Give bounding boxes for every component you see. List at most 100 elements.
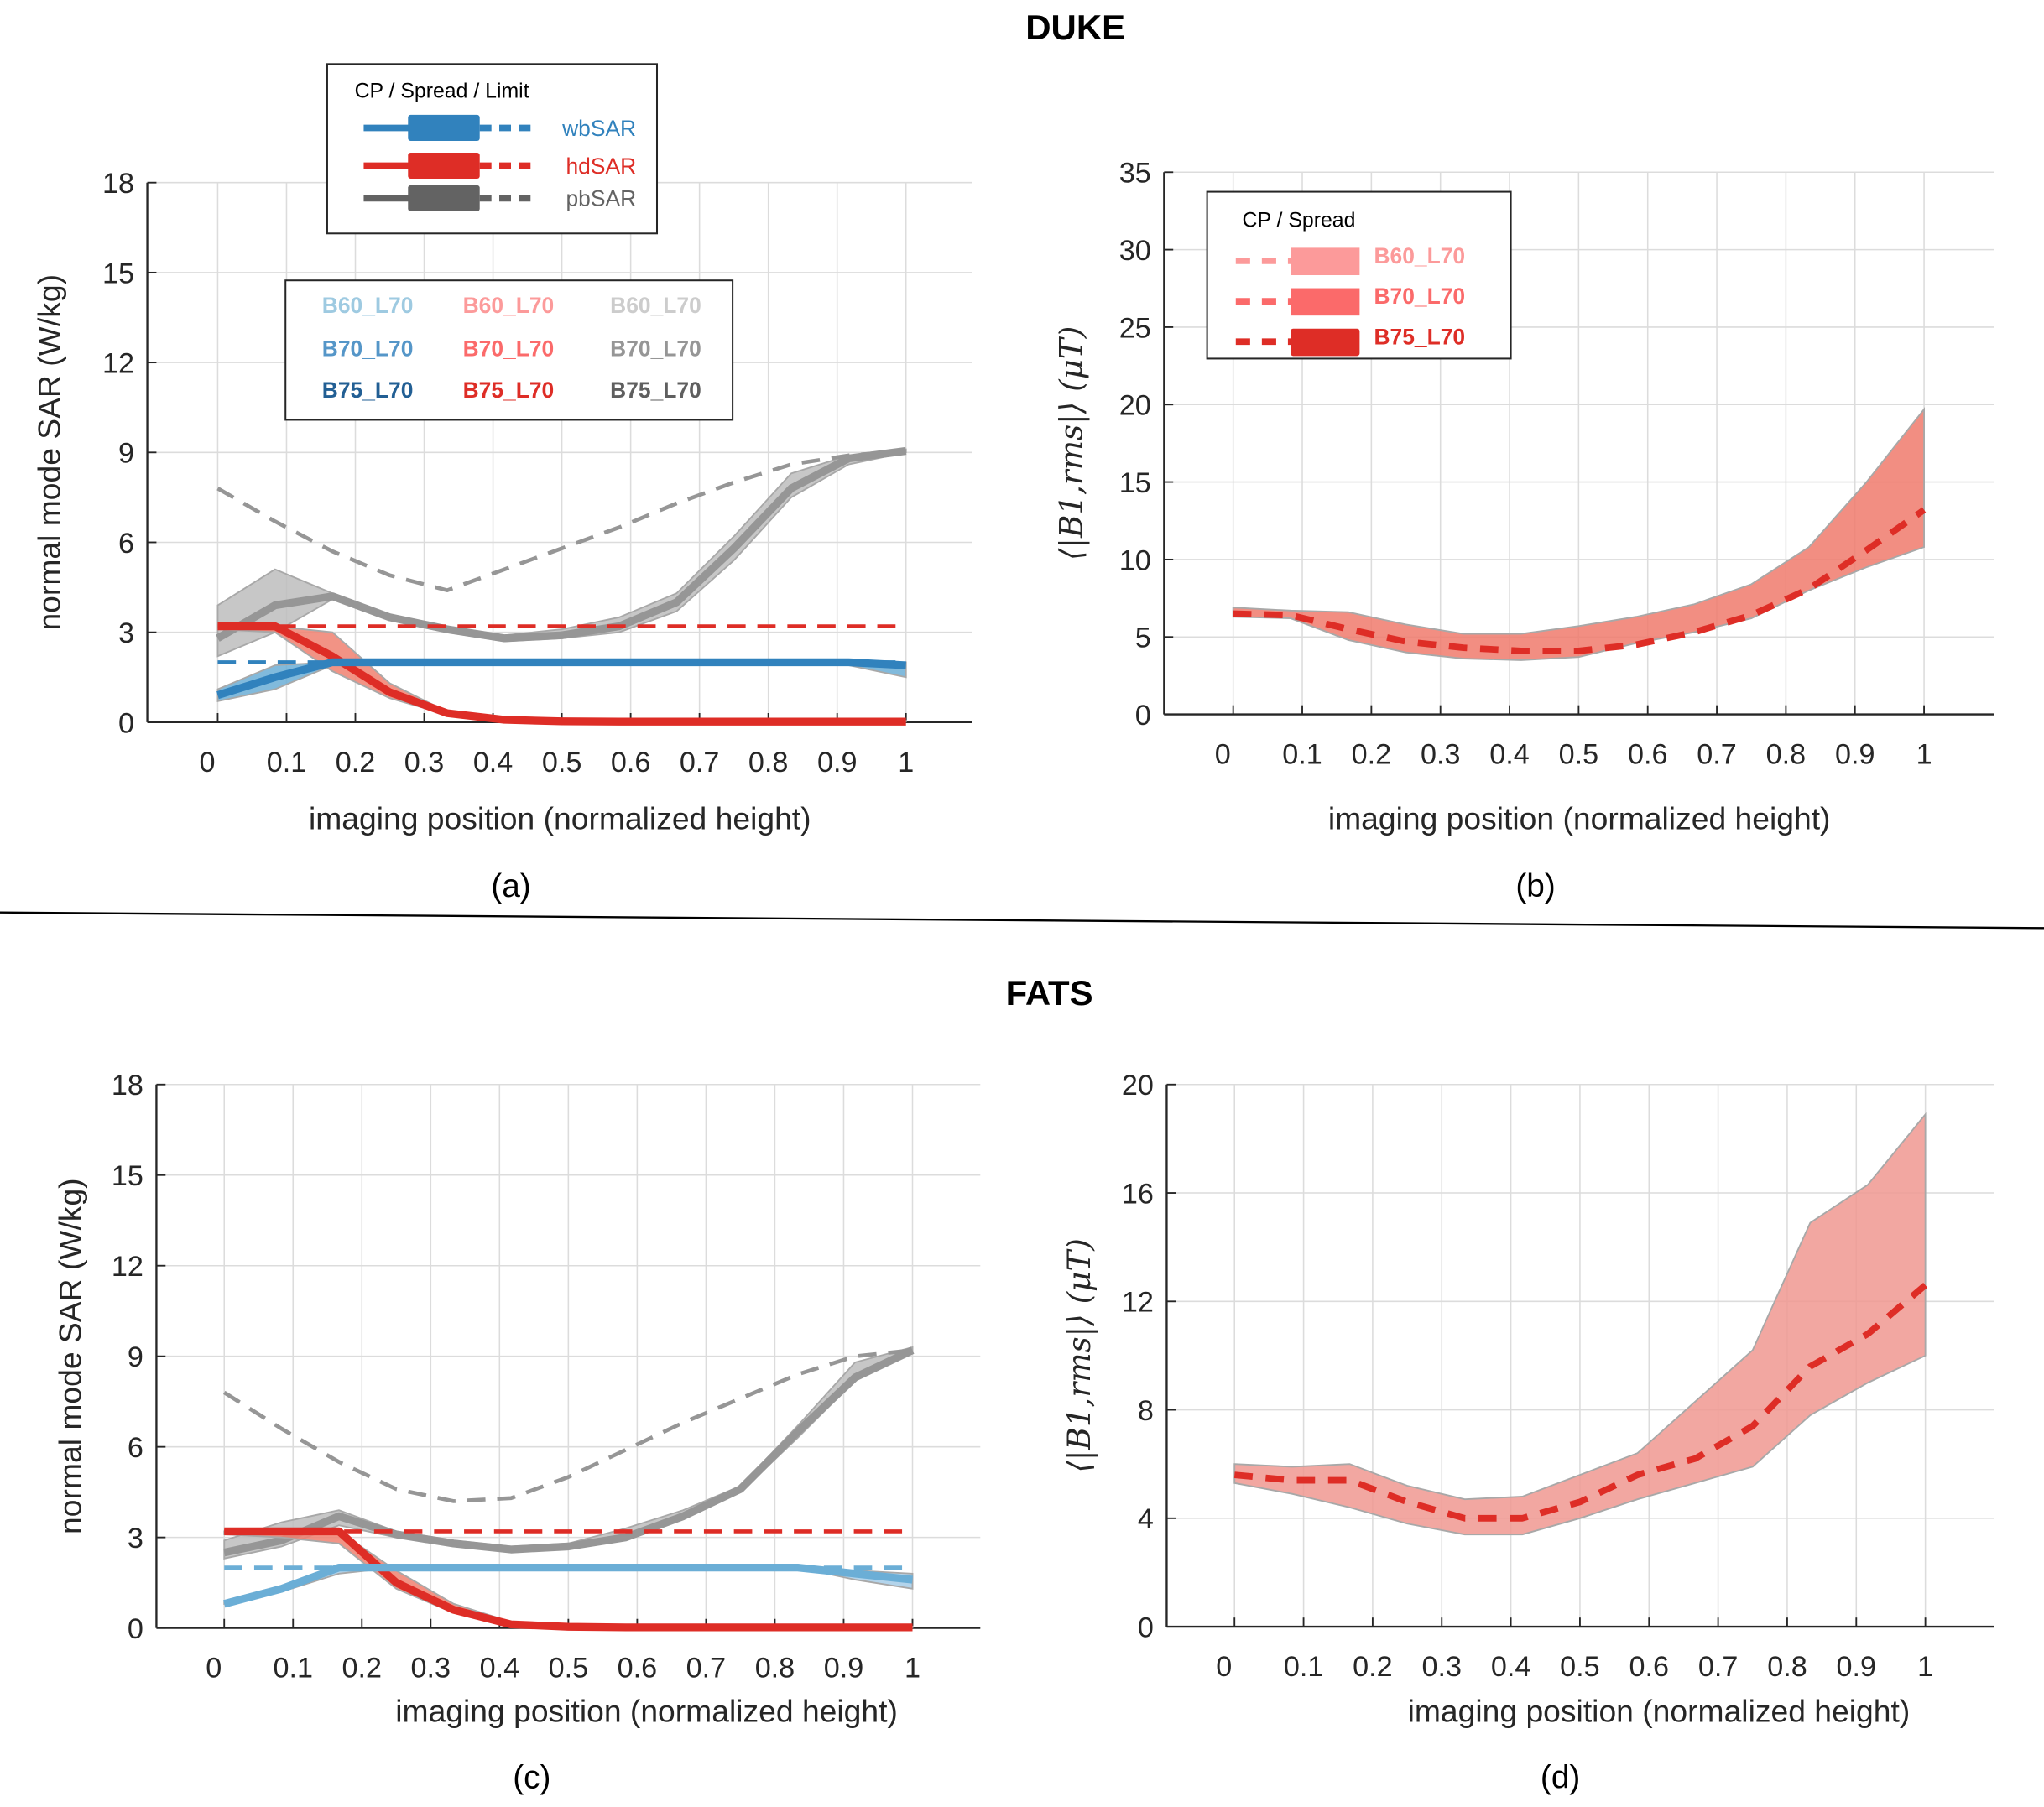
x-axis-label: imaging position (normalized height) [1328, 800, 1831, 836]
section-divider [0, 913, 2044, 929]
y-tick-label: 15 [102, 258, 134, 289]
legend-title: CP / Spread [1243, 210, 1356, 232]
y-axis-label: normal mode SAR (W/kg) [52, 1178, 87, 1534]
y-tick-label: 0 [128, 1613, 143, 1645]
x-tick-label: 0.7 [1697, 739, 1736, 771]
legend-config-label: B70_L70 [463, 336, 555, 361]
x-tick-label: 0.4 [1491, 1651, 1530, 1683]
y-tick-label: 16 [1122, 1178, 1154, 1210]
x-tick-label: 1 [905, 1653, 920, 1685]
y-tick-label: 9 [128, 1341, 143, 1373]
x-tick-label: 0.6 [618, 1653, 657, 1685]
x-tick-label: 0.8 [1767, 1651, 1807, 1683]
panel-label-d: (d) [1541, 1760, 1580, 1796]
y-tick-label: 0 [1138, 1612, 1154, 1643]
y-tick-label: 12 [112, 1251, 143, 1283]
y-tick-label: 20 [1122, 1070, 1154, 1101]
x-tick-label: 0.4 [480, 1653, 519, 1685]
x-tick-label: 0.5 [542, 747, 581, 779]
x-tick-label: 0.6 [1629, 1651, 1669, 1683]
y-tick-label: 18 [102, 168, 134, 200]
x-axis-label: imaging position (normalized height) [309, 800, 811, 836]
legend-config-label: B60_L70 [610, 293, 701, 318]
y-tick-label: 15 [1119, 467, 1151, 499]
x-tick-label: 0 [1216, 1651, 1232, 1683]
y-axis-label: normal mode SAR (W/kg) [31, 274, 66, 631]
y-tick-label: 9 [118, 438, 134, 470]
legend-config-label: B70_L70 [610, 336, 701, 361]
x-tick-label: 0.4 [1489, 739, 1529, 771]
legend-label: B60_L70 [1374, 243, 1465, 268]
x-tick-label: 0.9 [1837, 1651, 1876, 1683]
legend-config-label: B70_L70 [322, 336, 414, 361]
section-title-duke: DUKE [1025, 8, 1125, 47]
x-tick-label: 0.3 [1421, 739, 1460, 771]
x-tick-label: 0.5 [549, 1653, 588, 1685]
x-tick-label: 1 [898, 747, 914, 779]
panel-label-a: (a) [491, 868, 530, 904]
legend-spread-swatch [408, 115, 479, 141]
x-tick-label: 0.2 [1352, 739, 1391, 771]
x-tick-label: 0.1 [267, 747, 306, 779]
legend-label: pbSAR [566, 186, 636, 211]
y-tick-label: 0 [1135, 700, 1151, 732]
legend-spread-swatch [408, 185, 479, 211]
legend-spread-swatch [1291, 247, 1359, 275]
panel-label-c: (c) [513, 1760, 550, 1796]
x-tick-label: 0.3 [411, 1653, 451, 1685]
x-tick-label: 0.1 [1282, 739, 1322, 771]
y-tick-label: 20 [1119, 390, 1151, 422]
y-tick-label: 5 [1135, 622, 1151, 654]
legend-spread-swatch [1291, 329, 1359, 357]
legend-label: B70_L70 [1374, 284, 1465, 309]
y-tick-label: 12 [1122, 1287, 1154, 1319]
x-tick-label: 0 [1215, 739, 1231, 771]
x-tick-label: 0.7 [680, 747, 719, 779]
x-tick-label: 1 [1917, 1651, 1933, 1683]
x-tick-label: 0.5 [1560, 1651, 1599, 1683]
x-tick-label: 0.7 [686, 1653, 726, 1685]
x-tick-label: 0.6 [1628, 739, 1667, 771]
y-tick-label: 3 [128, 1523, 143, 1554]
x-tick-label: 0.8 [748, 747, 788, 779]
x-axis-label: imaging position (normalized height) [1408, 1693, 1911, 1728]
legend-label: hdSAR [566, 154, 636, 179]
x-tick-label: 0.6 [611, 747, 650, 779]
x-tick-label: 0.8 [1766, 739, 1806, 771]
legend-label: wbSAR [561, 116, 636, 141]
x-tick-label: 0.1 [274, 1653, 313, 1685]
section-title-fats: FATS [1006, 973, 1093, 1013]
x-tick-label: 0.5 [1559, 739, 1598, 771]
x-tick-label: 0.4 [473, 747, 513, 779]
legend-config-label: B75_L70 [322, 378, 414, 403]
legend-sar-types: CP / Spread / Limit wbSAR hdSAR pbSAR [327, 64, 657, 233]
legend-config-label: B75_L70 [610, 378, 701, 403]
y-tick-label: 25 [1119, 312, 1151, 344]
x-tick-label: 0.8 [755, 1653, 795, 1685]
y-tick-label: 30 [1119, 235, 1151, 267]
x-tick-label: 0.3 [404, 747, 444, 779]
x-tick-label: 0.2 [1353, 1651, 1392, 1683]
y-tick-label: 6 [128, 1432, 143, 1464]
y-tick-label: 15 [112, 1160, 143, 1192]
x-tick-label: 0 [200, 747, 216, 779]
x-tick-label: 0.2 [342, 1653, 382, 1685]
x-tick-label: 0.9 [824, 1653, 863, 1685]
legend-spread-swatch [408, 153, 479, 179]
y-tick-label: 12 [102, 348, 134, 380]
y-tick-label: 35 [1119, 158, 1151, 190]
y-axis-label: ⟨|B1,rms|⟩ (μT) [1052, 326, 1089, 560]
legend-spread-swatch [1291, 289, 1359, 316]
legend-config-label: B75_L70 [463, 378, 555, 403]
x-tick-label: 0.7 [1698, 1651, 1738, 1683]
x-tick-label: 0.1 [1284, 1651, 1323, 1683]
panel-label-b: (b) [1515, 868, 1555, 904]
x-tick-label: 0.9 [1835, 739, 1875, 771]
